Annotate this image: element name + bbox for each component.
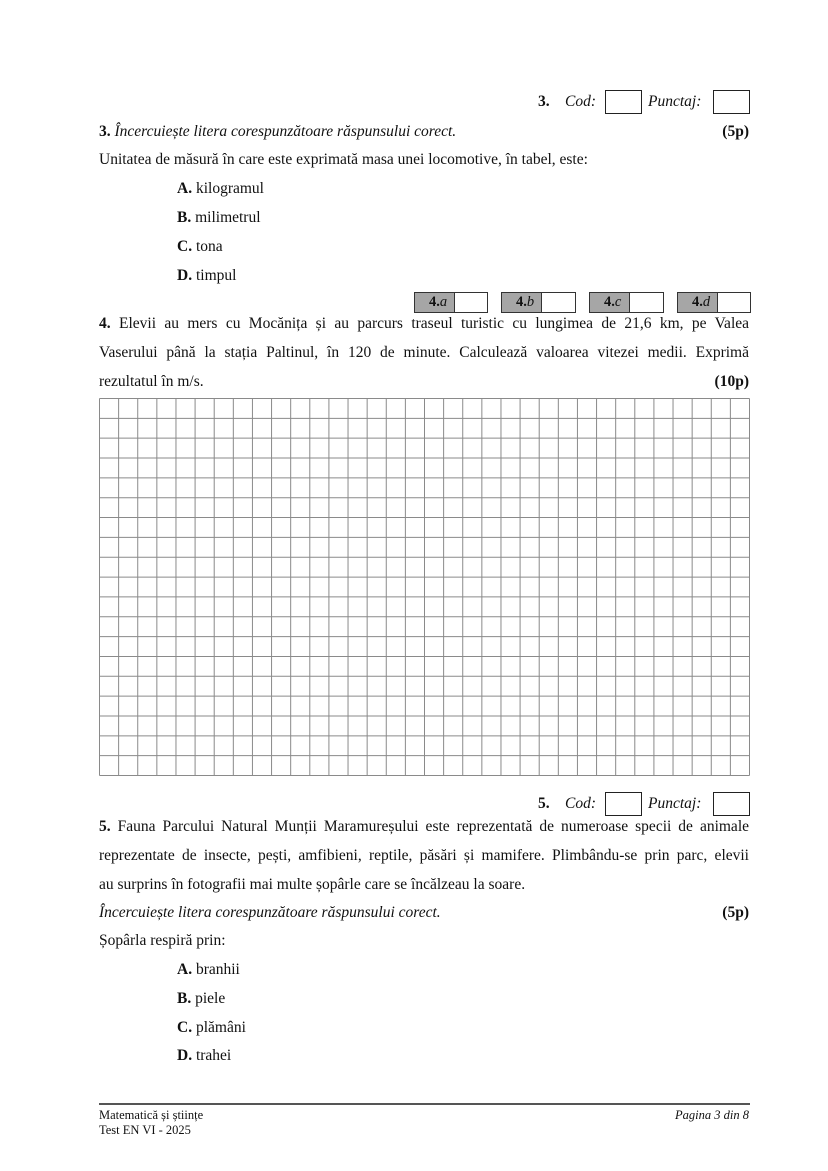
option-letter: A. [177, 961, 193, 978]
q3-option-c[interactable]: C. tona [177, 238, 223, 256]
q5-line-1: 5. Fauna Parcului Natural Munții Maramur… [99, 818, 749, 835]
q5-option-d[interactable]: D. trahei [177, 1047, 231, 1065]
q5-instruction: Încercuiește litera corespunzătoare răsp… [99, 904, 441, 921]
q3-cod-label: Cod: [565, 93, 596, 110]
q5-points: (5p) [722, 904, 749, 921]
q4b-label: 4.b [502, 293, 542, 312]
q4d-label: 4.d [678, 293, 718, 312]
option-text: milimetrul [195, 209, 261, 226]
option-letter: C. [177, 1019, 193, 1036]
q3-option-a[interactable]: A. kilogramul [177, 180, 264, 198]
q4c-score-box[interactable]: 4.c [589, 292, 664, 313]
q5-line-3: au surprins în fotografii mai multe șopâ… [99, 876, 526, 893]
q4a-score-box[interactable]: 4.a [414, 292, 488, 313]
footer-subject: Matematică și științe [99, 1108, 204, 1122]
q3-punctaj-box[interactable] [713, 90, 750, 114]
q3-number: 3. [99, 123, 111, 140]
q3-option-d[interactable]: D. timpul [177, 267, 236, 285]
q4d-score-box[interactable]: 4.d [677, 292, 751, 313]
option-text: tona [195, 238, 223, 255]
option-text: branhii [195, 961, 240, 978]
q3-punctaj-label: Punctaj: [648, 93, 702, 110]
q3-question: Unitatea de măsură în care este exprimat… [99, 151, 588, 168]
q4-points: (10p) [714, 373, 749, 390]
q3-points: (5p) [722, 123, 749, 140]
q5-line-2: reprezentate de insecte, pești, amfibien… [99, 847, 749, 864]
q4-line-3: rezultatul în m/s. [99, 373, 204, 390]
option-letter: A. [177, 180, 193, 197]
option-text: piele [195, 990, 226, 1007]
q4c-label: 4.c [590, 293, 630, 312]
q3-option-b[interactable]: B. milimetrul [177, 209, 261, 227]
q5-cod-label: Cod: [565, 795, 596, 812]
q5-question: Șopârla respiră prin: [99, 932, 226, 949]
q3-instruction-text: Încercuiește litera corespunzătoare răsp… [114, 123, 457, 140]
q3-cod-box[interactable] [605, 90, 642, 114]
option-letter: C. [177, 238, 193, 255]
q3-instruction: 3. Încercuiește litera corespunzătoare r… [99, 123, 456, 141]
answer-grid[interactable] [99, 398, 751, 778]
option-text: kilogramul [195, 180, 264, 197]
q4a-label: 4.a [415, 293, 455, 312]
footer-test: Test EN VI - 2025 [99, 1123, 191, 1137]
option-letter: D. [177, 1047, 193, 1064]
q4-line-1: 4. Elevii au mers cu Mocănița și au parc… [99, 315, 750, 332]
q3-header-number: 3. [538, 93, 550, 110]
option-letter: B. [177, 209, 192, 226]
option-letter: B. [177, 990, 192, 1007]
q5-option-a[interactable]: A. branhii [177, 961, 240, 979]
q5-option-c[interactable]: C. plămâni [177, 1019, 246, 1037]
option-text: plămâni [195, 1019, 246, 1036]
q5-header-number: 5. [538, 795, 550, 812]
footer-divider [99, 1103, 750, 1105]
option-text: timpul [195, 267, 237, 284]
q5-punctaj-label: Punctaj: [648, 795, 702, 812]
q5-option-b[interactable]: B. piele [177, 990, 225, 1008]
option-text: trahei [195, 1047, 232, 1064]
q5-cod-box[interactable] [605, 792, 642, 816]
q4-line-2: Vaserului până la stația Paltinul, în 12… [99, 344, 749, 361]
q5-punctaj-box[interactable] [713, 792, 750, 816]
option-letter: D. [177, 267, 193, 284]
footer-page: Pagina 3 din 8 [675, 1108, 749, 1122]
q4b-score-box[interactable]: 4.b [501, 292, 576, 313]
